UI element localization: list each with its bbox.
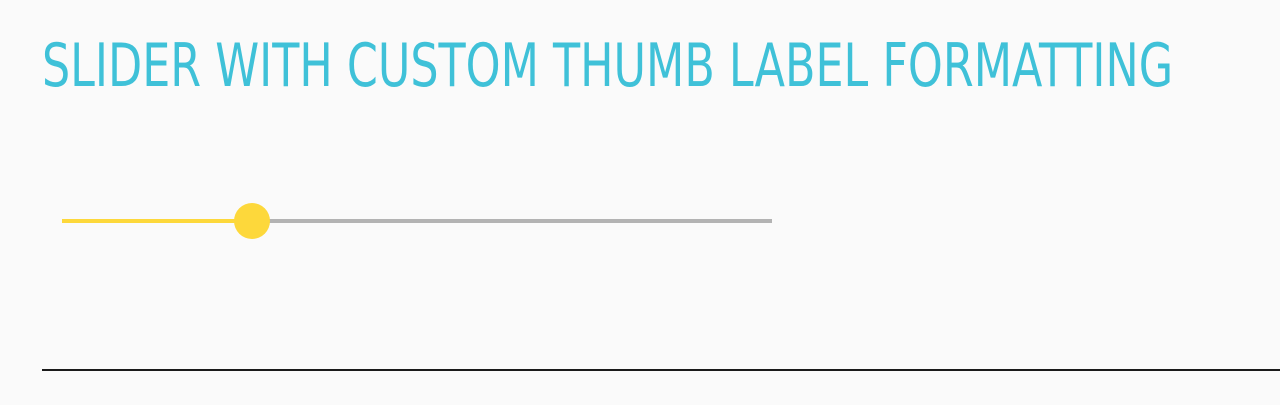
slider-thumb[interactable] <box>234 203 270 239</box>
page-title: SLIDER WITH CUSTOM THUMB LABEL FORMATTIN… <box>42 31 1174 101</box>
slider-track[interactable] <box>62 219 772 223</box>
slider-fill <box>62 219 252 223</box>
section-divider <box>42 369 1280 371</box>
thumb-label-slider[interactable] <box>62 200 772 242</box>
